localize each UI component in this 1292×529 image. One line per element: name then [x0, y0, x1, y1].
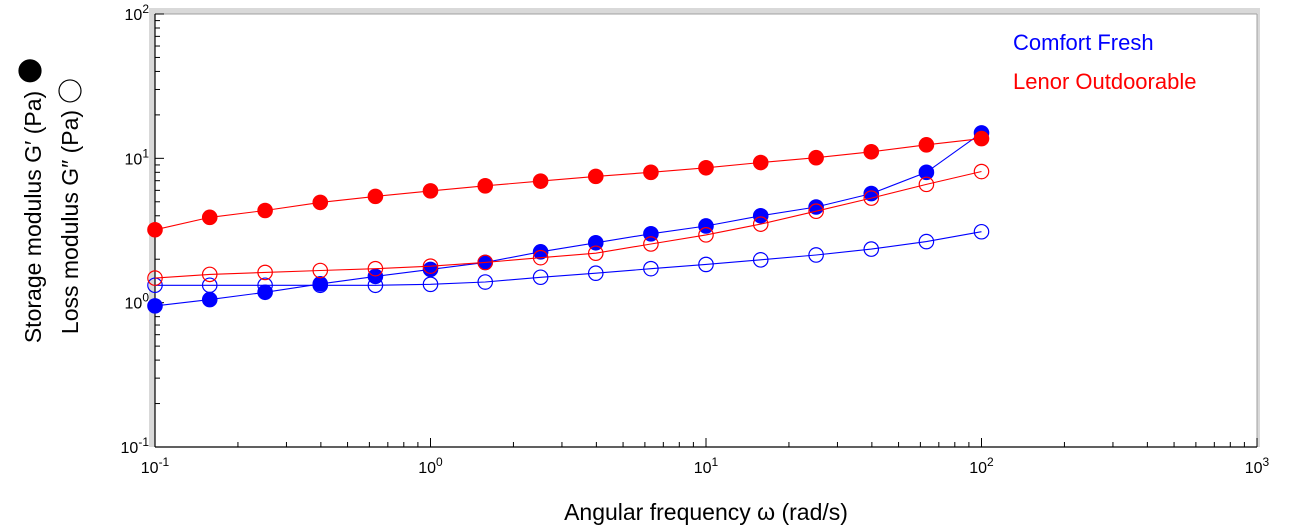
x-tick-label: 102 [969, 455, 994, 477]
comfort-fresh-storage-modulus-point [752, 207, 769, 224]
x-axis-title: Angular frequency ω (rad/s) [564, 499, 848, 525]
legend: Comfort Fresh Lenor Outdoorable [1013, 30, 1196, 94]
comfort-fresh-storage-modulus-point [312, 276, 329, 292]
y-tick-label: 102 [125, 2, 150, 24]
lenor-outdoorable-loss-modulus-point [752, 216, 769, 232]
x-tick-label: 101 [694, 455, 719, 477]
lenor-outdoorable-loss-modulus-point [147, 270, 163, 286]
comfort-fresh-storage-modulus-point [257, 284, 273, 301]
comfort-fresh-loss-modulus-point [587, 265, 604, 282]
lenor-outdoorable-loss-modulus-point [477, 254, 494, 271]
lenor-outdoorable-storage-modulus-point [312, 194, 329, 211]
y-tick-label: 10-1 [121, 435, 150, 457]
comfort-fresh-loss-modulus-point [863, 241, 880, 257]
lenor-outdoorable-loss-modulus-point [918, 176, 935, 193]
lenor-outdoorable-storage-modulus-point [863, 143, 880, 160]
lenor-outdoorable-loss-modulus-point [312, 262, 329, 279]
lenor-outdoorable-storage-modulus-point [477, 178, 494, 194]
axis-ticks: 10-1 100 101 102 103 10-1 100 101 102 [121, 2, 1270, 477]
loss-marker-symbol [58, 79, 82, 103]
lenor-outdoorable-loss-modulus-point [808, 203, 824, 220]
lenor-outdoorable-storage-modulus-point [532, 173, 549, 189]
comfort-fresh-storage-modulus-point [532, 244, 549, 260]
lenor-outdoorable-loss-modulus-point [698, 227, 714, 243]
comfort-fresh-storage-modulus-point [918, 164, 935, 181]
series-lenor-outdoorable [147, 130, 990, 286]
lenor-outdoorable-loss-modulus-point [201, 266, 218, 283]
comfort-fresh-storage-modulus-point [201, 291, 218, 308]
lenor-outdoorable-loss-modulus-line [154, 170, 982, 279]
lenor-outdoorable-loss-modulus-point [643, 236, 659, 252]
lenor-outdoorable-loss-modulus-point [257, 264, 273, 281]
lenor-outdoorable-loss-modulus-point [422, 258, 439, 274]
y-tick-label: 101 [125, 146, 150, 168]
storage-marker-symbol [18, 59, 42, 83]
comfort-fresh-storage-modulus-point [698, 218, 714, 234]
frame-shadow-top [149, 8, 1260, 14]
comfort-fresh-loss-modulus-point [532, 269, 549, 286]
y-axis-title-storage: Storage modulus G′ (Pa) [20, 91, 46, 343]
y-axis-title: Storage modulus G′ (Pa) Loss modulus G″ … [18, 59, 83, 343]
comfort-fresh-loss-modulus-point [477, 274, 494, 290]
frame-shadow-right [1257, 8, 1260, 447]
lenor-outdoorable-storage-modulus-point [587, 168, 604, 185]
series-layer [147, 125, 990, 314]
lenor-outdoorable-storage-modulus-point [698, 159, 714, 176]
comfort-fresh-storage-modulus-point [147, 298, 163, 314]
legend-entry-comfort-fresh: Comfort Fresh [1013, 30, 1154, 55]
x-tick-label: 10-1 [141, 455, 170, 477]
lenor-outdoorable-storage-modulus-point [973, 130, 990, 147]
lenor-outdoorable-loss-modulus-point [587, 245, 604, 262]
lenor-outdoorable-loss-modulus-point [532, 249, 549, 266]
lenor-outdoorable-loss-modulus-point [367, 260, 384, 277]
comfort-fresh-loss-modulus-point [752, 252, 769, 268]
lenor-outdoorable-storage-modulus-point [752, 154, 769, 171]
lenor-outdoorable-storage-modulus-point [808, 149, 824, 166]
lenor-outdoorable-storage-modulus-point [918, 137, 935, 153]
legend-entry-lenor-outdoorable: Lenor Outdoorable [1013, 69, 1196, 94]
lenor-outdoorable-storage-modulus-point [147, 221, 163, 238]
comfort-fresh-loss-modulus-line [155, 231, 982, 286]
lenor-outdoorable-storage-modulus-point [257, 202, 273, 219]
x-tick-label: 103 [1245, 455, 1270, 477]
lenor-outdoorable-storage-modulus-point [643, 164, 659, 181]
comfort-fresh-loss-modulus-point [698, 256, 714, 273]
comfort-fresh-loss-modulus-point [973, 223, 990, 240]
y-tick-label: 100 [125, 291, 150, 313]
x-tick-label: 100 [418, 455, 443, 477]
lenor-outdoorable-storage-modulus-point [422, 183, 439, 199]
comfort-fresh-loss-modulus-point [808, 247, 824, 263]
comfort-fresh-loss-modulus-point [422, 276, 439, 293]
lenor-outdoorable-loss-modulus-point [973, 163, 990, 180]
comfort-fresh-loss-modulus-point [643, 260, 659, 277]
lenor-outdoorable-storage-modulus-line [154, 138, 982, 231]
comfort-fresh-loss-modulus-point [918, 233, 935, 250]
lenor-outdoorable-loss-modulus-point [863, 190, 880, 206]
comfort-fresh-storage-modulus-line [154, 132, 982, 307]
lenor-outdoorable-storage-modulus-point [367, 188, 384, 205]
y-axis-title-loss: Loss modulus G″ (Pa) [57, 110, 83, 334]
lenor-outdoorable-storage-modulus-point [201, 209, 218, 226]
